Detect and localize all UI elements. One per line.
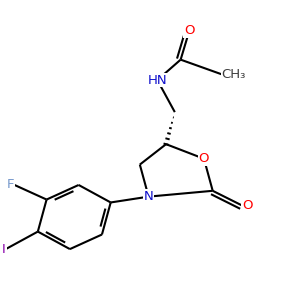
Text: I: I xyxy=(2,243,6,256)
Text: O: O xyxy=(242,199,252,212)
Text: F: F xyxy=(7,178,14,191)
Text: HN: HN xyxy=(148,74,167,87)
Text: O: O xyxy=(184,24,195,37)
Text: N: N xyxy=(144,190,154,203)
Text: O: O xyxy=(199,152,209,165)
Text: CH₃: CH₃ xyxy=(221,68,246,81)
